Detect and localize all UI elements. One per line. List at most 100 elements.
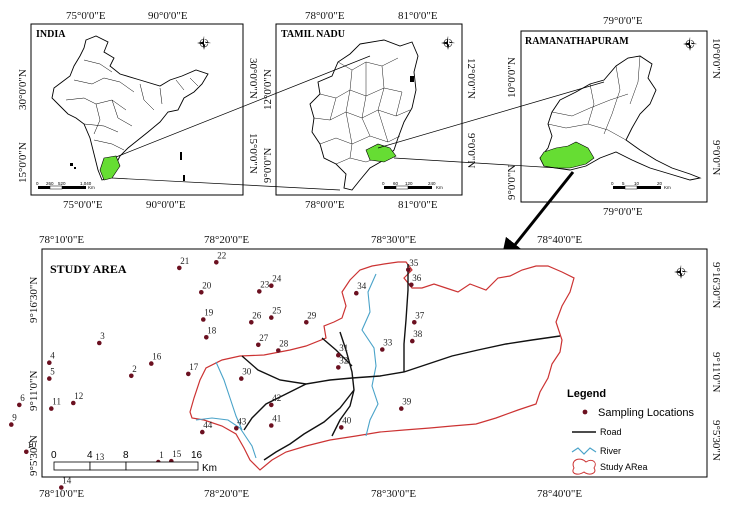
sampling-point-label: 10 bbox=[27, 440, 37, 450]
sampling-point-30 bbox=[239, 376, 244, 381]
sampling-points: 1234567891011121314151617181920212223242… bbox=[9, 250, 425, 490]
sampling-point-label: 37 bbox=[415, 310, 425, 320]
sampling-point-label: 30 bbox=[242, 367, 252, 377]
svg-text:0: 0 bbox=[36, 181, 39, 186]
sampling-point-38 bbox=[410, 338, 415, 344]
sa-left-tick: 9°11'0"N bbox=[28, 371, 40, 411]
sampling-point-25 bbox=[269, 315, 274, 320]
india-top-tick: 75°0'0"E bbox=[66, 10, 106, 22]
svg-text:16: 16 bbox=[191, 450, 203, 461]
sampling-point-24 bbox=[269, 283, 274, 289]
ramanathapuram-title: RAMANATHAPURAM bbox=[525, 36, 629, 47]
legend-sampling-symbol bbox=[582, 409, 588, 415]
svg-text:120: 120 bbox=[405, 181, 413, 186]
sampling-point-label: 24 bbox=[272, 274, 282, 284]
tn-top-tick: 78°0'0"E bbox=[305, 10, 345, 22]
sa-bottom-tick: 78°40'0"E bbox=[537, 488, 582, 500]
sampling-point-label: 40 bbox=[342, 415, 352, 425]
sampling-point-44 bbox=[200, 429, 205, 435]
legend-study-area-symbol bbox=[572, 458, 596, 475]
sampling-point-label: 27 bbox=[259, 333, 269, 343]
sampling-point-label: 29 bbox=[307, 310, 317, 320]
sampling-point-label: 17 bbox=[189, 362, 199, 372]
svg-text:10: 10 bbox=[634, 181, 640, 186]
sampling-point-22 bbox=[214, 260, 219, 265]
sampling-point-label: 32 bbox=[339, 355, 348, 365]
sampling-point-28 bbox=[276, 348, 281, 353]
sampling-point-33 bbox=[380, 347, 385, 352]
sampling-point-label: 6 bbox=[20, 393, 25, 403]
sampling-point-18 bbox=[204, 335, 209, 340]
sampling-point-label: 11 bbox=[52, 397, 61, 407]
svg-text:8: 8 bbox=[123, 450, 129, 461]
india-bottom-tick: 75°0'0"E bbox=[63, 199, 103, 211]
svg-text:0: 0 bbox=[382, 181, 385, 186]
sampling-point-23 bbox=[257, 289, 262, 294]
sampling-point-36 bbox=[409, 282, 414, 288]
sa-right-tick: 9°5'30"N bbox=[710, 420, 722, 461]
rm-study-area-highlight bbox=[539, 141, 595, 169]
sampling-point-37 bbox=[412, 320, 417, 325]
legend-road-label: Road bbox=[600, 427, 622, 437]
inset-connector-lines bbox=[111, 55, 605, 191]
sampling-point-39 bbox=[399, 406, 404, 411]
india-right-tick: 30°0'0"N bbox=[247, 58, 259, 99]
svg-text:1,040: 1,040 bbox=[80, 181, 92, 186]
ramanathapuram-panel: RAMANATHAPURAM 79°0'0"E 79°0'0"E 10°0'0"… bbox=[506, 15, 722, 218]
svg-text:20: 20 bbox=[657, 181, 663, 186]
legend-title: Legend bbox=[567, 388, 606, 400]
sampling-point-19 bbox=[201, 317, 206, 322]
tn-ramanathapuram-highlight bbox=[365, 143, 397, 163]
tn-district-lines bbox=[313, 57, 411, 165]
svg-text:Km: Km bbox=[202, 463, 217, 474]
study-area-title: STUDY AREA bbox=[50, 262, 127, 276]
sampling-point-40 bbox=[339, 425, 344, 430]
sampling-point-label: 18 bbox=[207, 325, 217, 335]
rm-scale-bar: 0 5 10 20 Km bbox=[611, 181, 671, 190]
sampling-point-label: 44 bbox=[203, 420, 213, 430]
sampling-point-2 bbox=[129, 373, 134, 379]
sampling-point-17 bbox=[186, 371, 191, 377]
rm-left-tick: 9°0'0"N bbox=[506, 165, 518, 200]
sampling-point-label: 22 bbox=[217, 250, 226, 260]
sa-top-tick: 78°40'0"E bbox=[537, 234, 582, 246]
svg-text:Km: Km bbox=[664, 185, 671, 190]
sampling-point-26 bbox=[249, 320, 254, 325]
study-area-scale-bar: 0 4 8 16 Km bbox=[51, 450, 217, 474]
svg-text:0: 0 bbox=[51, 450, 57, 461]
sa-bottom-tick: 78°10'0"E bbox=[39, 488, 84, 500]
svg-text:5: 5 bbox=[622, 181, 625, 186]
sampling-point-10 bbox=[24, 449, 29, 455]
sampling-point-label: 16 bbox=[152, 352, 162, 362]
sampling-point-20 bbox=[199, 290, 204, 295]
sampling-point-label: 33 bbox=[383, 338, 393, 348]
tn-top-tick: 81°0'0"E bbox=[398, 10, 438, 22]
sampling-point-label: 42 bbox=[272, 393, 281, 403]
sampling-point-21 bbox=[177, 265, 182, 271]
sampling-point-label: 13 bbox=[95, 452, 105, 462]
sa-top-tick: 78°30'0"E bbox=[371, 234, 416, 246]
sa-top-tick: 78°10'0"E bbox=[39, 234, 84, 246]
tn-left-tick: 12°0'0"N bbox=[262, 69, 274, 110]
sampling-point-16 bbox=[149, 361, 154, 366]
sampling-point-34 bbox=[354, 290, 359, 296]
sa-left-tick: 9°16'30"N bbox=[28, 277, 40, 323]
sampling-point-label: 15 bbox=[172, 449, 182, 459]
tn-right-tick: 12°0'0"N bbox=[465, 58, 477, 99]
rm-left-tick: 10°0'0"N bbox=[506, 57, 518, 98]
rm-right-tick: 10°0'0"N bbox=[710, 38, 722, 79]
sampling-point-label: 14 bbox=[62, 476, 72, 486]
sampling-point-label: 38 bbox=[413, 329, 423, 339]
sampling-point-5 bbox=[47, 376, 52, 381]
sampling-point-43 bbox=[234, 426, 239, 431]
india-title: INDIA bbox=[36, 29, 66, 40]
sampling-point-label: 21 bbox=[180, 256, 189, 266]
sampling-point-29 bbox=[304, 320, 309, 325]
sampling-point-9 bbox=[9, 422, 14, 427]
sampling-point-6 bbox=[17, 402, 22, 408]
zoom-arrow bbox=[500, 171, 575, 264]
rm-right-tick: 9°0'0"N bbox=[710, 140, 722, 175]
sampling-point-label: 5 bbox=[50, 367, 55, 377]
sampling-point-label: 25 bbox=[272, 306, 282, 316]
